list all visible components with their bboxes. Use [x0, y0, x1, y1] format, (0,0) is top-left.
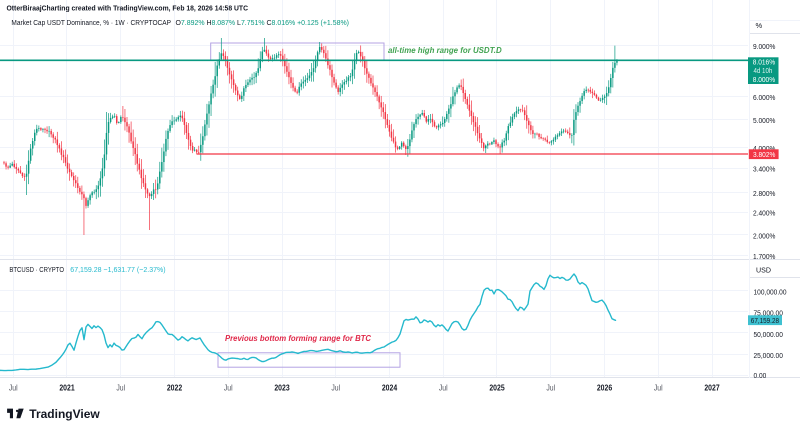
svg-text:75,000.00: 75,000.00 — [754, 309, 783, 318]
svg-text:2.000%: 2.000% — [753, 232, 776, 241]
svg-text:8.000%: 8.000% — [753, 75, 776, 84]
svg-text:Jul: Jul — [9, 384, 18, 393]
svg-text:2024: 2024 — [382, 384, 398, 393]
svg-text:Previous bottom forming range: Previous bottom forming range for BTC — [225, 334, 371, 343]
svg-text:25,000.00: 25,000.00 — [754, 351, 783, 360]
svg-text:0.00: 0.00 — [754, 371, 767, 380]
svg-text:Jul: Jul — [439, 384, 448, 393]
svg-text:Jul: Jul — [224, 384, 233, 393]
svg-text:50,000.00: 50,000.00 — [754, 330, 783, 339]
svg-text:OtterBiraajCharting created wi: OtterBiraajCharting created with Trading… — [7, 3, 249, 12]
svg-text:2027: 2027 — [704, 384, 719, 393]
svg-text:9.000%: 9.000% — [753, 42, 776, 51]
svg-text:Jul: Jul — [654, 384, 663, 393]
svg-text:Jul: Jul — [546, 384, 555, 393]
svg-text:3.400%: 3.400% — [753, 165, 776, 174]
svg-text:6.000%: 6.000% — [753, 93, 776, 102]
svg-text:4d 10h: 4d 10h — [754, 68, 773, 75]
svg-text:1.700%: 1.700% — [753, 252, 776, 261]
svg-text:2022: 2022 — [167, 384, 183, 393]
svg-text:2023: 2023 — [274, 384, 290, 393]
svg-text:Jul: Jul — [116, 384, 125, 393]
svg-text:4.000%: 4.000% — [753, 144, 776, 153]
svg-text:USD: USD — [756, 266, 772, 275]
svg-text:2026: 2026 — [597, 384, 613, 393]
svg-text:2021: 2021 — [59, 384, 75, 393]
svg-text:Jul: Jul — [331, 384, 340, 393]
svg-text:TradingView: TradingView — [29, 407, 100, 421]
svg-text:2.800%: 2.800% — [753, 189, 776, 198]
svg-text:all-time high range for USDT.D: all-time high range for USDT.D — [388, 46, 502, 55]
svg-text:5.000%: 5.000% — [753, 116, 776, 125]
svg-text:67,159.28: 67,159.28 — [751, 316, 779, 325]
svg-text:%: % — [756, 21, 763, 30]
svg-text:2.400%: 2.400% — [753, 209, 776, 218]
svg-text:8.016%: 8.016% — [753, 57, 776, 66]
svg-text:Market Cap USDT Dominance, % ·: Market Cap USDT Dominance, % · 1W · CRYP… — [11, 18, 171, 27]
svg-text:O7.892% H8.087% L7.751% C8.016: O7.892% H8.087% L7.751% C8.016% +0.125 (… — [176, 18, 350, 27]
svg-text:2025: 2025 — [489, 384, 505, 393]
svg-text:100,000.00: 100,000.00 — [754, 287, 787, 296]
svg-text:3.802%: 3.802% — [753, 150, 776, 159]
